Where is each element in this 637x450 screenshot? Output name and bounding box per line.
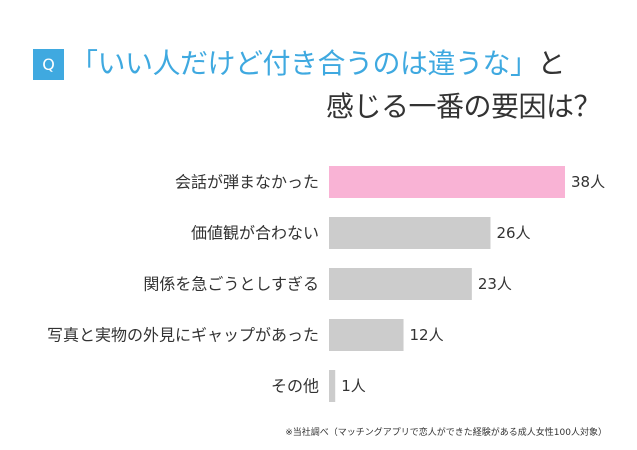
footnote: ※当社調べ（マッチングアプリで恋人ができた経験がある成人女性100人対象） [285, 428, 607, 438]
question-title-line1: 「いい人だけど付き合うのは違うな」と [70, 45, 566, 83]
bar [329, 268, 472, 300]
category-label: 会話が弾まなかった [175, 173, 319, 192]
bar [329, 370, 336, 402]
bar [329, 166, 565, 198]
value-label: 26人 [496, 224, 530, 242]
question-title-line2: 感じる一番の要因は？ [325, 90, 602, 123]
bar [329, 217, 491, 249]
category-label: 関係を急ごうとしすぎる [143, 275, 319, 294]
question-quote: 「いい人だけど付き合うのは違うな」 [70, 47, 538, 80]
category-label: 価値観が合わない [191, 224, 319, 243]
question-suffix: と [537, 47, 566, 80]
value-label: 12人 [410, 326, 444, 344]
category-label: その他 [271, 377, 319, 396]
question-badge: Q [33, 49, 64, 80]
value-label: 1人 [341, 377, 366, 395]
value-label: 38人 [571, 173, 605, 191]
value-label: 23人 [478, 275, 512, 293]
category-label: 写真と実物の外見にギャップがあった [47, 326, 319, 345]
bar [329, 319, 404, 351]
